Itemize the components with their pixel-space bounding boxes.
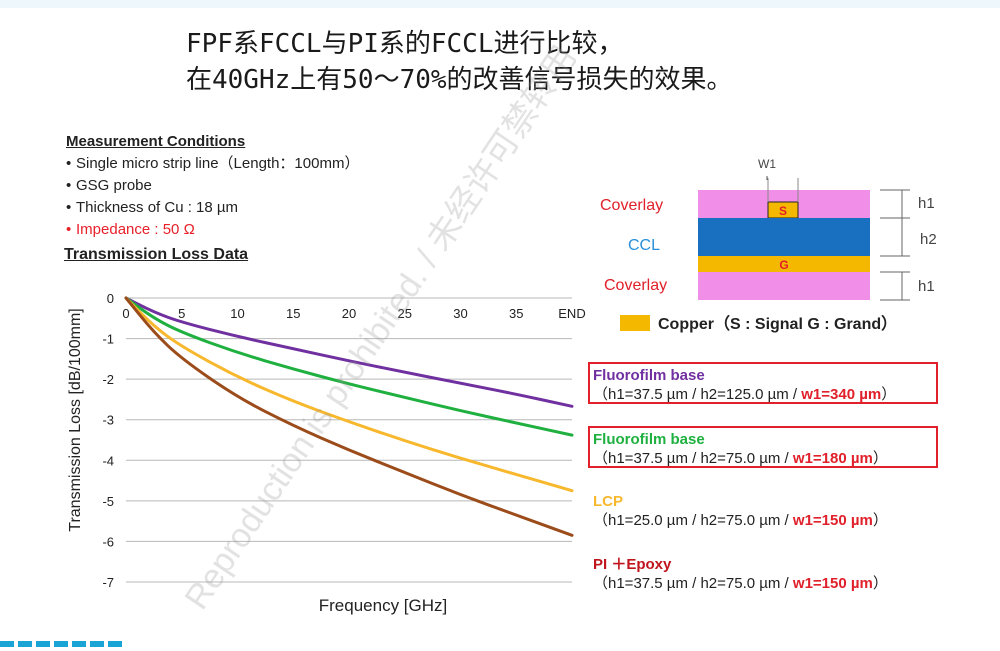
transmission-loss-chart: 0 -1 -2 -3 -4 -5 -6 -7 0 5 10 15 20 25 30 35 END Transm… — [67, 291, 586, 615]
coverlay-bottom-label: Coverlay — [604, 277, 667, 294]
legend-params: （h1=37.5 µm / h2=75.0 µm / w1=150 µm） — [593, 575, 888, 592]
conditions-list: Single micro strip line（Length：100mm） GS… — [66, 153, 359, 241]
series-line — [124, 296, 574, 537]
legend-name: Fluorofilm base — [593, 431, 705, 448]
condition-item: Thickness of Cu : 18 µm — [66, 197, 359, 219]
coverlay-bottom-layer — [698, 272, 870, 300]
chart-series — [124, 296, 574, 537]
x-tick-label: 0 — [122, 306, 129, 321]
h1-top-label: h1 — [918, 195, 935, 212]
x-tick-label: 20 — [342, 306, 356, 321]
copper-swatch — [620, 315, 650, 331]
condition-item: GSG probe — [66, 175, 359, 197]
series-line — [124, 296, 574, 437]
stackup-diagram: W1 S G Coverlay CCL Coverlay h1 h2 h1 Co… — [600, 157, 937, 333]
series-line — [124, 296, 574, 408]
h1-bottom-label: h1 — [918, 278, 935, 295]
signal-label: S — [779, 204, 787, 218]
ground-label: G — [779, 258, 788, 272]
series-line — [124, 296, 574, 493]
chart-heading: Transmission Loss Data — [64, 246, 249, 263]
bottom-bar — [0, 632, 140, 647]
y-tick-label: -3 — [102, 413, 114, 428]
x-tick-label: 35 — [509, 306, 523, 321]
x-tick-label: END — [558, 306, 585, 321]
y-tick-labels: 0 -1 -2 -3 -4 -5 -6 -7 — [102, 291, 114, 590]
ccl-label: CCL — [628, 237, 660, 254]
w1-label: W1 — [758, 157, 776, 171]
measurement-conditions: Measurement Conditions Single micro stri… — [66, 133, 359, 241]
legend-params: （h1=25.0 µm / h2=75.0 µm / w1=150 µm） — [593, 512, 888, 529]
y-tick-label: -6 — [102, 534, 114, 549]
coverlay-top-label: Coverlay — [600, 197, 663, 214]
copper-note: Copper（S : Signal G : Grand） — [658, 315, 897, 333]
top-banner — [0, 0, 1000, 8]
conditions-heading: Measurement Conditions — [66, 133, 246, 150]
y-tick-label: -7 — [102, 575, 114, 590]
legend-lcp: LCP （h1=25.0 µm / h2=75.0 µm / w1=150 µm… — [588, 490, 948, 533]
h2-label: h2 — [920, 231, 937, 248]
slide-title: FPF系FCCL与PI系的FCCL进行比较， 在40GHz上有50～70%的改善… — [186, 26, 733, 98]
y-tick-label: -5 — [102, 494, 114, 509]
y-axis-label: Transmission Loss [dB/100mm] — [67, 308, 84, 531]
ccl-layer — [698, 218, 870, 256]
x-tick-label: 10 — [230, 306, 244, 321]
legend-fluorofilm-340: Fluorofilm base （h1=37.5 µm / h2=125.0 µ… — [588, 362, 938, 404]
x-tick-label: 5 — [178, 306, 185, 321]
y-tick-label: -2 — [102, 372, 114, 387]
legend-name: LCP — [593, 493, 623, 510]
title-line-1: FPF系FCCL与PI系的FCCL进行比较， — [186, 29, 624, 59]
legend-fluorofilm-180: Fluorofilm base （h1=37.5 µm / h2=75.0 µm… — [588, 426, 938, 468]
x-tick-labels: 0 5 10 15 20 25 30 35 END — [122, 306, 585, 321]
title-line-2: 在40GHz上有50～70%的改善信号损失的效果。 — [186, 65, 733, 95]
legend-name: Fluorofilm base — [593, 367, 705, 384]
x-tick-label: 25 — [398, 306, 412, 321]
legend-pi-epoxy: PI ＋Epoxy （h1=37.5 µm / h2=75.0 µm / w1=… — [588, 553, 948, 596]
legend-params: （h1=37.5 µm / h2=75.0 µm / w1=180 µm） — [593, 450, 888, 467]
legend-name: PI ＋Epoxy — [593, 556, 672, 573]
x-axis-label: Frequency [GHz] — [319, 596, 448, 615]
legend-params: （h1=37.5 µm / h2=125.0 µm / w1=340 µm） — [593, 386, 897, 403]
x-tick-label: 15 — [286, 306, 300, 321]
ground-layer — [698, 256, 870, 272]
y-tick-label: -1 — [102, 332, 114, 347]
y-tick-label: 0 — [107, 291, 114, 306]
condition-item-impedance: Impedance : 50 Ω — [66, 219, 359, 241]
y-tick-label: -4 — [102, 453, 114, 468]
condition-item: Single micro strip line（Length：100mm） — [66, 153, 359, 175]
x-tick-label: 30 — [453, 306, 467, 321]
